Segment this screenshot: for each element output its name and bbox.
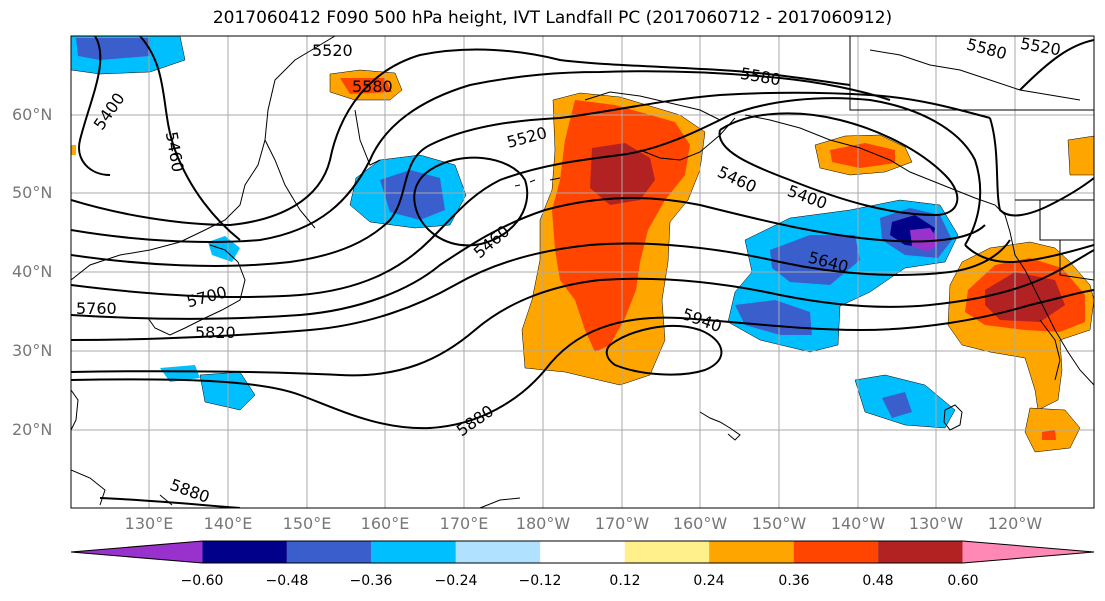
- colorbar-tick-label: 0.12: [609, 573, 641, 589]
- contour-label: 5820: [195, 323, 236, 342]
- lon-label: 180°W: [515, 514, 571, 533]
- lon-label: 150°W: [751, 514, 807, 533]
- lon-label: 150°E: [282, 514, 332, 533]
- contour-label: 5760: [76, 299, 117, 318]
- colorbar-tick-label: 0.24: [693, 573, 725, 589]
- lon-label: 160°E: [360, 514, 410, 533]
- colorbar-tick-label: 0.60: [947, 573, 979, 589]
- lon-label: 130°W: [908, 514, 964, 533]
- lat-label: 40°N: [12, 262, 53, 281]
- lon-label: 120°W: [987, 514, 1043, 533]
- lon-label: 160°W: [672, 514, 728, 533]
- map-title: 2017060412 F090 500 hPa height, IVT Land…: [212, 8, 893, 28]
- colorbar-tick-label: 0.36: [778, 573, 810, 589]
- colorbar-tick-label: −0.36: [349, 573, 393, 589]
- lon-label: 140°E: [203, 514, 253, 533]
- map-frame: [70, 35, 1095, 509]
- lat-label: 20°N: [12, 420, 53, 439]
- lon-label: 140°W: [830, 514, 886, 533]
- lon-label: 170°E: [439, 514, 489, 533]
- contour-label: 5520: [312, 41, 353, 60]
- lat-label: 30°N: [12, 341, 53, 360]
- lon-label: 130°E: [124, 514, 174, 533]
- colorbar-tick-label: −0.48: [265, 573, 309, 589]
- colorbar-tick-label: −0.12: [518, 573, 562, 589]
- contour-label: 5580: [352, 77, 393, 96]
- colorbar-tick-label: −0.24: [434, 573, 478, 589]
- lat-label: 50°N: [12, 183, 53, 202]
- positive-anomaly-regions: [71, 69, 1094, 453]
- height-contours: [71, 36, 1094, 508]
- lat-label: 60°N: [12, 105, 53, 124]
- colorbar-tick-label: −0.60: [180, 573, 224, 589]
- lon-label: 170°W: [594, 514, 650, 533]
- colorbar-tick-label: 0.48: [862, 573, 894, 589]
